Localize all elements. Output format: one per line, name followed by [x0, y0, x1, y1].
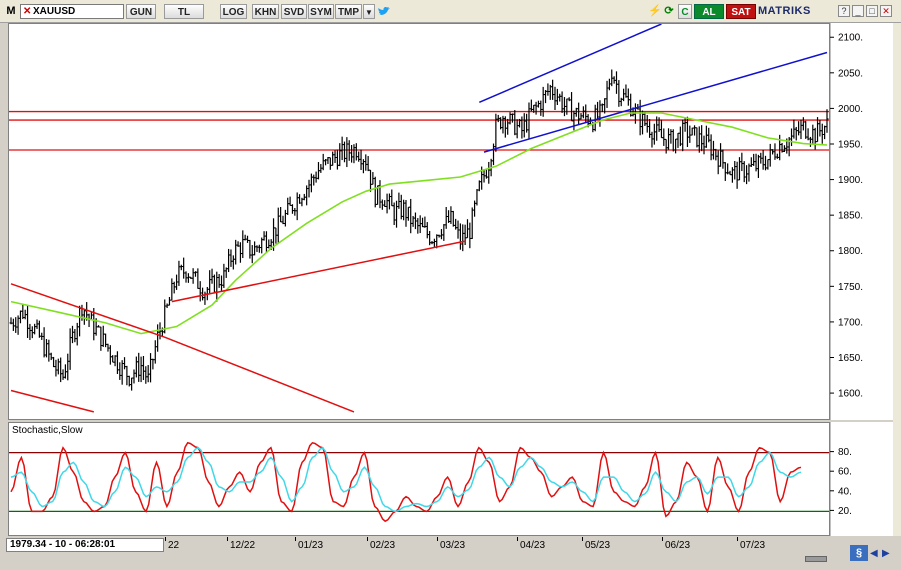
stochastic-axis: 20. 40. 60. 80. — [829, 422, 893, 536]
price-tick-label: 1650. — [838, 353, 863, 364]
close-icon[interactable]: ✕ — [880, 5, 892, 17]
sell-button[interactable]: SAT — [726, 4, 756, 19]
horizontal-scroll-thumb[interactable] — [805, 556, 827, 562]
vertical-scrollbar[interactable] — [893, 23, 901, 536]
buy-button[interactable]: AL — [694, 4, 724, 19]
scroll-right-icon[interactable]: ▶ — [882, 548, 890, 559]
price-tick-label: 1700. — [838, 317, 863, 328]
status-readout: 1979.34 - 10 - 06:28:01 — [6, 538, 164, 552]
trendline — [10, 283, 355, 413]
stochastic-tick-label: 80. — [838, 447, 852, 458]
stochastic-tick-label: 40. — [838, 486, 852, 497]
price-chart — [9, 24, 829, 413]
price-tick-label: 1600. — [838, 389, 863, 400]
x-axis-label: 06/23 — [665, 540, 691, 551]
price-tick-label: 2000. — [838, 104, 863, 115]
lightning-icon[interactable]: ⚡ — [648, 5, 662, 17]
stochastic-d-line — [10, 446, 802, 513]
x-axis-tick — [295, 537, 296, 541]
stochastic-chart — [9, 441, 829, 523]
stochastic-tick-label: 20. — [838, 506, 852, 517]
svd-button[interactable]: SVD — [281, 4, 307, 19]
x-axis-tick — [367, 537, 368, 541]
price-tick-label: 2100. — [838, 33, 863, 44]
x-axis-tick — [737, 537, 738, 541]
price-tick-label: 1950. — [838, 139, 863, 150]
symbol-field[interactable]: ✕ XAUUSD — [20, 4, 124, 19]
c-button[interactable]: C — [678, 4, 692, 19]
currency-button[interactable]: TL — [164, 4, 204, 19]
twitter-icon[interactable] — [377, 5, 391, 18]
price-axis-svg: 1600. 1650. 1700. 1750. 1800. 1850. 1900. 1950.… — [829, 23, 863, 420]
khn-button[interactable]: KHN — [252, 4, 279, 19]
price-chart-panel[interactable] — [8, 23, 830, 420]
x-axis-tick — [517, 537, 518, 541]
stochastic-axis-svg: 20. 40. 60. 80. — [829, 422, 852, 536]
sym-button[interactable]: SYM — [308, 4, 334, 19]
minimize-icon[interactable]: _ — [852, 5, 864, 17]
x-axis-tick — [662, 537, 663, 541]
x-axis-label: 12/22 — [230, 540, 256, 551]
close-symbol-icon[interactable]: ✕ — [23, 6, 32, 17]
price-tick-label: 1900. — [838, 175, 863, 186]
sync-icon[interactable]: § — [850, 545, 868, 561]
symbol-label: XAUUSD — [33, 6, 76, 17]
x-axis-label: 04/23 — [520, 540, 546, 551]
x-axis-label: 03/23 — [440, 540, 466, 551]
price-tick-label: 2050. — [838, 68, 863, 79]
brand-logo: MATRIKS — [758, 5, 811, 17]
price-axis: 1600. 1650. 1700. 1750. 1800. 1850. 1900. 1950.… — [829, 23, 893, 420]
x-axis-label: 02/23 — [370, 540, 396, 551]
price-tick-label: 1850. — [838, 211, 863, 222]
stochastic-k-line — [10, 441, 802, 523]
price-tick-label: 1750. — [838, 282, 863, 293]
price-tick-label: 1800. — [838, 246, 863, 257]
x-axis-tick — [582, 537, 583, 541]
trendline — [479, 24, 662, 103]
period-button[interactable]: GUN — [126, 4, 156, 19]
x-axis-tick — [165, 537, 166, 541]
maximize-icon[interactable]: □ — [866, 5, 878, 17]
tmp-button[interactable]: TMP — [335, 4, 362, 19]
stochastic-label: Stochastic,Slow — [12, 425, 83, 436]
x-axis-tick — [437, 537, 438, 541]
refresh-icon[interactable]: ⟳ — [664, 5, 674, 17]
x-axis-tick — [227, 537, 228, 541]
toolbar: M ✕ XAUUSD GUN TL LOG KHN SVD SYM TMP ▼ … — [0, 0, 901, 23]
stochastic-tick-label: 60. — [838, 467, 852, 478]
help-icon[interactable]: ? — [838, 5, 850, 17]
app-logo-letter: M — [6, 5, 16, 17]
trendline — [483, 51, 828, 153]
trendline — [10, 389, 94, 413]
trendline — [171, 240, 466, 303]
template-dropdown-icon[interactable]: ▼ — [363, 4, 375, 19]
x-axis-label: 07/23 — [740, 540, 766, 551]
scroll-left-icon[interactable]: ◀ — [870, 548, 878, 559]
stochastic-panel[interactable]: Stochastic,Slow — [8, 422, 830, 536]
moving-average-line — [10, 112, 828, 335]
x-axis-label: 22 — [168, 540, 180, 551]
log-button[interactable]: LOG — [220, 4, 247, 19]
x-axis-label: 05/23 — [585, 540, 611, 551]
x-axis-label: 01/23 — [298, 540, 324, 551]
